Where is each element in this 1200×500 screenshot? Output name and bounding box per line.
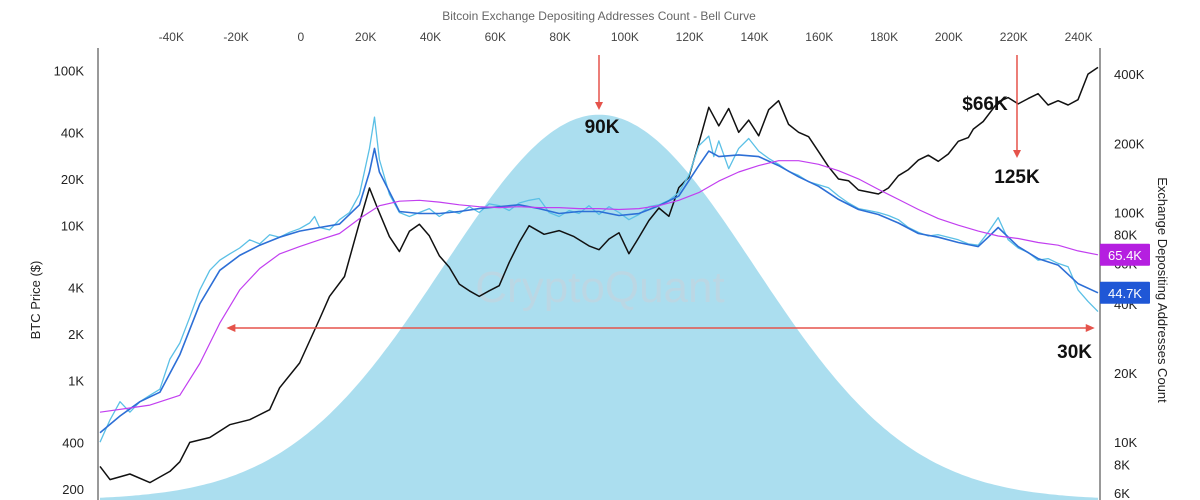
- left-tick-label: 40K: [61, 125, 84, 140]
- left-axis-title: BTC Price ($): [28, 261, 43, 340]
- left-tick-label: 10K: [61, 219, 84, 234]
- price-label: $66K: [962, 94, 1008, 115]
- range-arrow-head-left: [226, 324, 236, 332]
- axes-layer: 200 400 1K 2K 4K 10K 20K 40K 100K 6K 8K 10K 20K 40K 60…: [54, 30, 1150, 500]
- top-tick-label: 200K: [935, 30, 963, 44]
- btc-price-line: [99, 66, 1099, 484]
- watermark-text: CryptoQuant: [475, 263, 724, 312]
- top-tick-label: 160K: [805, 30, 833, 44]
- value-badge-label: 65.4K: [1108, 248, 1142, 263]
- top-tick-label: 180K: [870, 30, 898, 44]
- top-tick-label: 20K: [355, 30, 376, 44]
- bell-curve-layer: [100, 114, 1098, 500]
- bell-curve-area: [100, 114, 1098, 500]
- top-tick-label: 40K: [420, 30, 441, 44]
- right-tick-label: 100K: [1114, 206, 1145, 221]
- right-tick-label: 10K: [1114, 435, 1137, 450]
- range-arrow-label: 30K: [1057, 342, 1092, 363]
- right-tick-label: 400K: [1114, 67, 1145, 82]
- left-tick-label: 2K: [68, 327, 84, 342]
- right-arrow-label: 125K: [994, 167, 1040, 188]
- series-layer: [99, 66, 1099, 484]
- top-tick-label: 220K: [1000, 30, 1028, 44]
- right-tick-label: 200K: [1114, 136, 1145, 151]
- top-tick-label: -40K: [159, 30, 184, 44]
- left-tick-label: 4K: [68, 280, 84, 295]
- right-tick-label: 20K: [1114, 366, 1137, 381]
- top-arrow-head: [595, 102, 603, 110]
- deposit-addresses-ma-line: [99, 147, 1099, 434]
- deposit-addresses-long-ma-line: [99, 160, 1099, 413]
- top-arrow-label: 90K: [585, 117, 620, 138]
- value-badge-label: 44.7K: [1108, 286, 1142, 301]
- annotation-layer: 90K 125K 30K $66K: [226, 55, 1095, 363]
- top-tick-label: 100K: [611, 30, 639, 44]
- left-tick-label: 100K: [54, 64, 85, 79]
- top-tick-label: 60K: [485, 30, 506, 44]
- left-tick-label: 200: [62, 482, 84, 497]
- right-tick-label: 8K: [1114, 457, 1130, 472]
- right-axis-title: Exchange Depositing Addresses Count: [1155, 177, 1170, 403]
- top-tick-label: 120K: [676, 30, 704, 44]
- left-tick-label: 1K: [68, 374, 84, 389]
- top-tick-label: 0: [298, 30, 305, 44]
- right-tick-label: 6K: [1114, 486, 1130, 500]
- value-badge: [1100, 243, 1150, 266]
- left-tick-label: 20K: [61, 172, 84, 187]
- top-tick-label: 140K: [740, 30, 768, 44]
- chart-title: Bitcoin Exchange Depositing Addresses Co…: [442, 9, 756, 23]
- right-arrow-head: [1012, 150, 1021, 158]
- value-badge: [1100, 281, 1150, 304]
- top-tick-label: 80K: [549, 30, 570, 44]
- range-arrow-head-right: [1085, 324, 1095, 332]
- left-tick-label: 400: [62, 435, 84, 450]
- top-tick-label: -20K: [223, 30, 248, 44]
- right-tick-label: 80K: [1114, 228, 1137, 243]
- top-tick-label: 240K: [1065, 30, 1093, 44]
